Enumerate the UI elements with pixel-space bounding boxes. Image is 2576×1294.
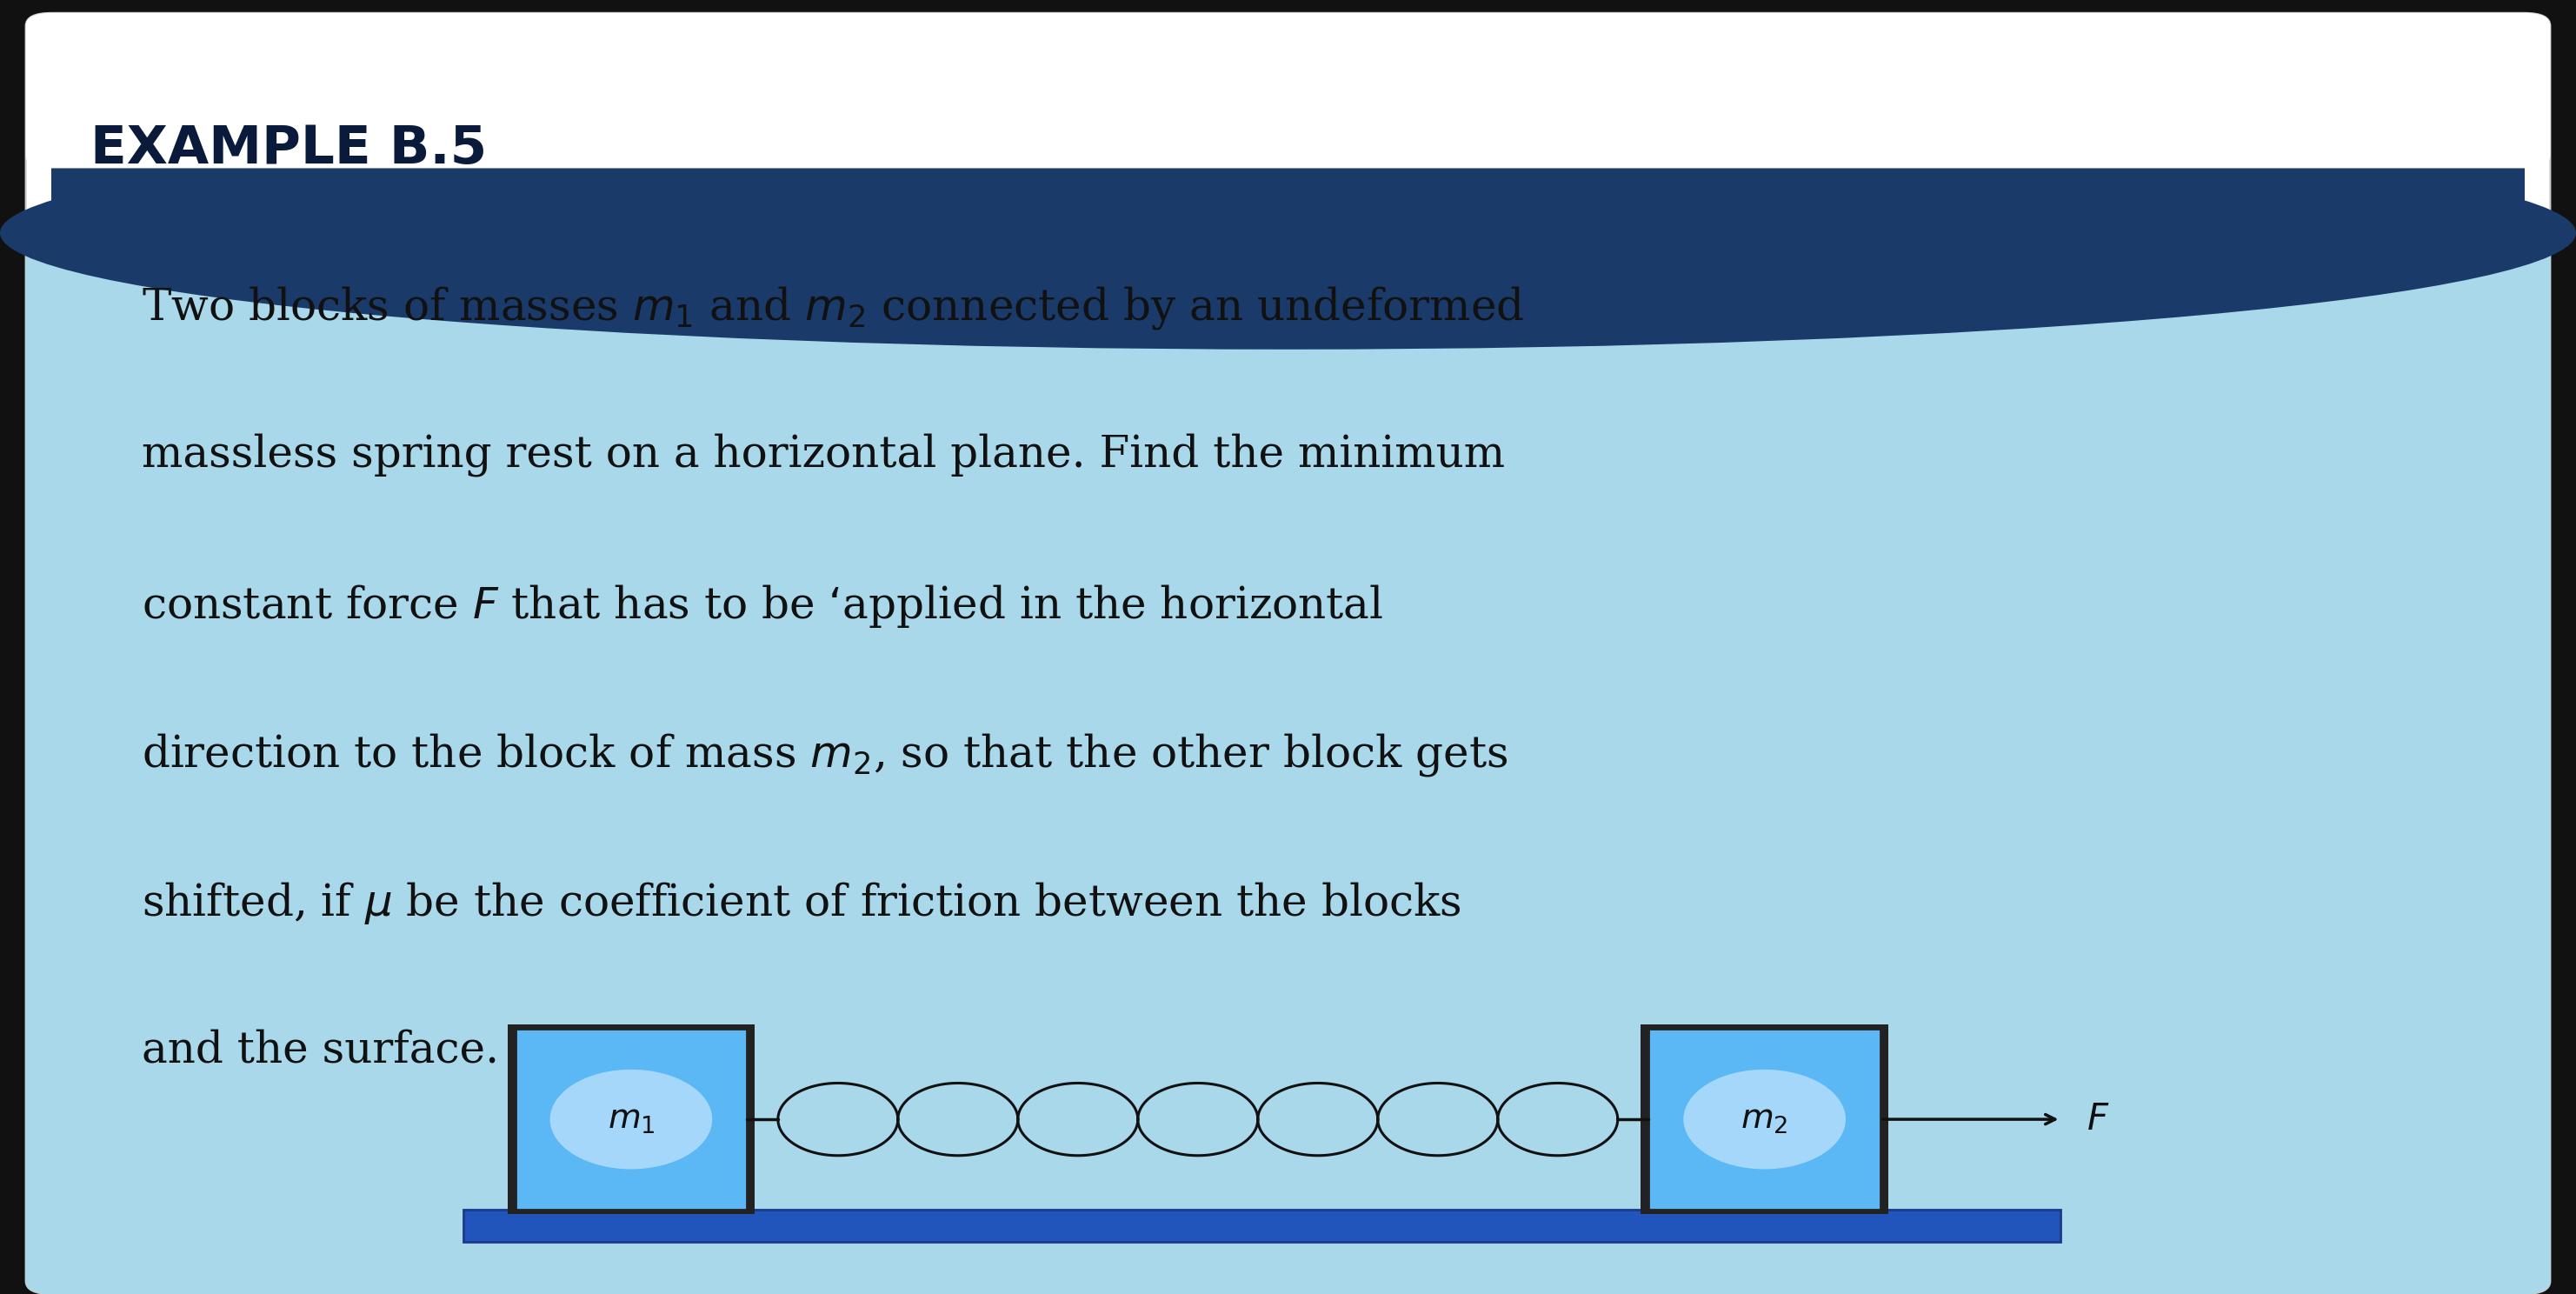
FancyBboxPatch shape bbox=[26, 13, 2550, 1294]
Bar bbox=[507, 1025, 755, 1214]
Bar bbox=[1641, 1025, 1888, 1214]
Text: EXAMPLE B.5: EXAMPLE B.5 bbox=[90, 123, 487, 175]
Text: and the surface.: and the surface. bbox=[142, 1029, 500, 1071]
Text: Two blocks of masses $m_1$ and $m_2$ connected by an undeformed: Two blocks of masses $m_1$ and $m_2$ con… bbox=[142, 285, 1525, 331]
Bar bbox=[464, 1210, 2061, 1242]
FancyBboxPatch shape bbox=[26, 13, 2550, 168]
Text: $m_2$: $m_2$ bbox=[1741, 1104, 1788, 1135]
Text: shifted, if $\mu$ be the coefficient of friction between the blocks: shifted, if $\mu$ be the coefficient of … bbox=[142, 880, 1461, 927]
Bar bbox=[1649, 1029, 1880, 1210]
Text: $F$: $F$ bbox=[2087, 1101, 2110, 1137]
Text: massless spring rest on a horizontal plane. Find the minimum: massless spring rest on a horizontal pla… bbox=[142, 433, 1504, 477]
Text: direction to the block of mass $m_2$, so that the other block gets: direction to the block of mass $m_2$, so… bbox=[142, 731, 1507, 778]
Bar bbox=[52, 26, 2524, 233]
Text: constant force $F$ that has to be ‘applied in the horizontal: constant force $F$ that has to be ‘appli… bbox=[142, 582, 1383, 629]
Ellipse shape bbox=[1685, 1069, 1844, 1170]
Text: $m_1$: $m_1$ bbox=[608, 1104, 654, 1135]
Bar bbox=[515, 1029, 747, 1210]
Ellipse shape bbox=[551, 1069, 711, 1170]
FancyBboxPatch shape bbox=[26, 233, 2550, 1294]
Ellipse shape bbox=[0, 116, 2576, 349]
